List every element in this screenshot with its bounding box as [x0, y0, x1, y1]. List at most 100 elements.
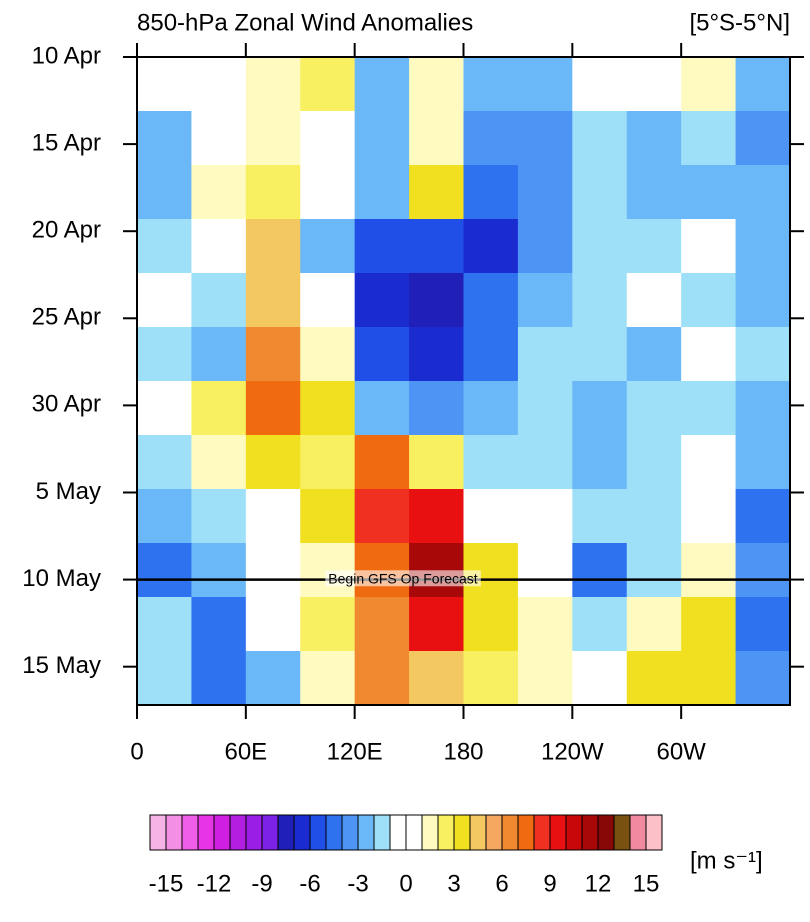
field-cell [409, 651, 464, 706]
colorbar-box [597, 814, 615, 851]
chart-subtitle: [5°S-5°N] [689, 9, 790, 36]
field-cell [245, 57, 301, 112]
field-cell [300, 597, 356, 652]
colorbar-tick-label: -12 [197, 870, 232, 897]
y-tick-label: 10 May [22, 565, 101, 592]
field-cell [681, 651, 737, 706]
field-cell [735, 651, 791, 706]
field-cell [191, 219, 247, 274]
x-tick-label: 120E [327, 738, 383, 765]
field-cell [300, 273, 356, 328]
field-cell [517, 651, 573, 706]
field-cell [354, 111, 410, 166]
colorbar-box [357, 814, 375, 851]
field-cell [300, 381, 356, 436]
field-cell [245, 597, 301, 652]
field-cell [735, 597, 791, 652]
field-cell [626, 57, 682, 112]
colorbar-tick-label: -6 [299, 870, 320, 897]
field-cell [137, 543, 192, 598]
field-cell [191, 165, 247, 220]
field-cell [626, 381, 682, 436]
field-cell [572, 273, 628, 328]
field-cell [681, 597, 737, 652]
colorbar-tick-label: -15 [149, 870, 184, 897]
field-cell [137, 111, 192, 166]
field-cell [735, 111, 791, 166]
field-cell [409, 165, 464, 220]
field-cell [191, 273, 247, 328]
colorbar-box [437, 814, 455, 851]
annotation-bg [325, 570, 481, 587]
chart-title: 850-hPa Zonal Wind Anomalies [137, 9, 473, 36]
field-cell [245, 273, 301, 328]
colorbar-box [517, 814, 535, 851]
field-cell [517, 435, 573, 490]
colorbar-tick-label: 9 [543, 870, 556, 897]
field-cell [245, 165, 301, 220]
field-cell [517, 273, 573, 328]
field-cell [409, 543, 464, 598]
field-cell [735, 273, 791, 328]
field-cell [681, 435, 737, 490]
field-cell [245, 219, 301, 274]
field-cell [626, 651, 682, 706]
x-tick-label: 180 [443, 738, 483, 765]
field-cell [463, 219, 519, 274]
field-cell [354, 381, 410, 436]
field-cell [191, 57, 247, 112]
field-cell [463, 543, 519, 598]
field-cell [681, 111, 737, 166]
field-cell [463, 57, 519, 112]
field-cell [572, 651, 628, 706]
colorbar-tick-label: 15 [633, 870, 660, 897]
field-cell [681, 327, 737, 382]
colorbar-box [293, 814, 311, 851]
colorbar-box [405, 814, 423, 851]
colorbar-tick-label: 0 [399, 870, 412, 897]
field-cell [300, 651, 356, 706]
field-cell [409, 273, 464, 328]
colorbar-box [213, 814, 231, 851]
field-cell [517, 543, 573, 598]
field-cell [191, 435, 247, 490]
field-cell [300, 57, 356, 112]
colorbar-box [277, 814, 295, 851]
field-cell [137, 219, 192, 274]
y-tick-label: 15 Apr [32, 129, 101, 156]
field-cell [354, 165, 410, 220]
colorbar-box [501, 814, 519, 851]
field-cell [572, 57, 628, 112]
x-tick-label: 120W [541, 738, 604, 765]
field-cell [572, 219, 628, 274]
field-cell [517, 489, 573, 544]
field-cell [735, 489, 791, 544]
colorbar-box [181, 814, 199, 851]
field-cell [137, 435, 192, 490]
field-cell [517, 597, 573, 652]
colorbar-box [309, 814, 327, 851]
field-cell [681, 57, 737, 112]
field-cell [572, 489, 628, 544]
y-tick-label: 25 Apr [32, 304, 101, 331]
field-cell [517, 165, 573, 220]
field-cell [137, 597, 192, 652]
field-cell [409, 597, 464, 652]
field-cell [300, 489, 356, 544]
colorbar-box [549, 814, 567, 851]
field-cell [735, 381, 791, 436]
x-tick-label: 60W [656, 738, 706, 765]
field-cell [354, 651, 410, 706]
colorbar-box [229, 814, 247, 851]
field-cell [354, 219, 410, 274]
colorbar-box [245, 814, 263, 851]
field-cell [626, 165, 682, 220]
field-cell [517, 111, 573, 166]
y-tick-label: 20 Apr [32, 217, 101, 244]
field-cell [191, 543, 247, 598]
field-cell [191, 327, 247, 382]
field-cell [735, 543, 791, 598]
field-cell [245, 381, 301, 436]
annotation-text: Begin GFS Op Forecast [328, 570, 478, 586]
colorbar-box [453, 814, 471, 851]
